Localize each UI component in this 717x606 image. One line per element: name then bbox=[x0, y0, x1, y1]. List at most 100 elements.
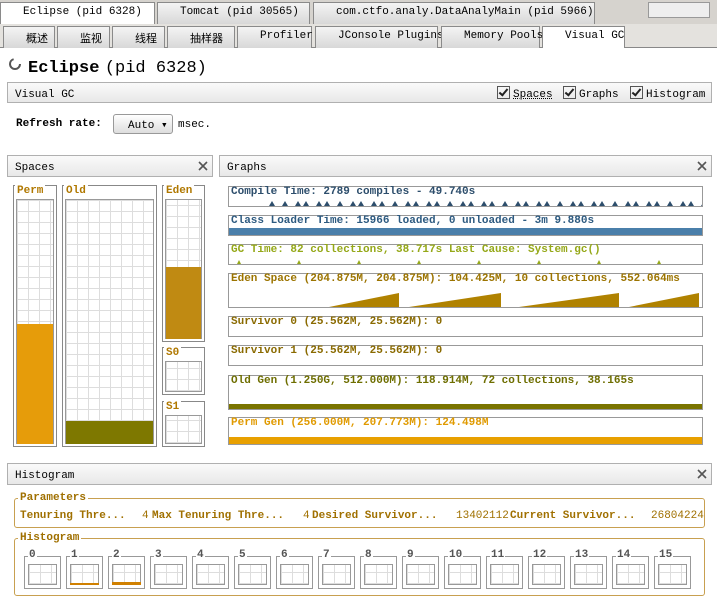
bin-grid bbox=[532, 564, 561, 585]
graph-box bbox=[228, 316, 703, 337]
view-tab[interactable]: Visual GC bbox=[542, 26, 625, 48]
spaces-header: Spaces bbox=[7, 155, 213, 177]
parameters-box bbox=[14, 498, 705, 528]
graph-label: Perm Gen (256.000M, 207.773M): 124.498M bbox=[231, 417, 489, 429]
view-tab[interactable]: Memory Pools bbox=[441, 26, 543, 48]
parameters-title: Parameters bbox=[18, 492, 89, 504]
bin-grid bbox=[658, 564, 687, 585]
bin-grid bbox=[616, 564, 645, 585]
refresh-label: Refresh rate: bbox=[16, 118, 102, 130]
option-checkbox[interactable]: Histogram bbox=[630, 86, 705, 101]
bin-label: 7 bbox=[322, 549, 331, 561]
refresh-dropdown[interactable]: Auto ▾ bbox=[113, 114, 173, 134]
bin-box bbox=[402, 556, 439, 589]
graphs-header: Graphs bbox=[219, 155, 712, 177]
space-grid bbox=[65, 199, 154, 444]
bin-box bbox=[192, 556, 229, 589]
space-label: Old bbox=[64, 185, 88, 197]
bin-box bbox=[234, 556, 271, 589]
window-tab[interactable]: com.ctfo.analy.DataAnalyMain (pid 5966) bbox=[313, 2, 595, 24]
bin-grid bbox=[28, 564, 57, 585]
option-checkbox[interactable]: Spaces bbox=[497, 86, 553, 101]
bin-label: 14 bbox=[616, 549, 632, 561]
space-label: Perm bbox=[15, 185, 46, 197]
parameter-name: Max Tenuring Thre... bbox=[152, 510, 285, 522]
space-box bbox=[62, 185, 157, 447]
bin-label: 10 bbox=[448, 549, 464, 561]
bin-box bbox=[24, 556, 61, 589]
bin-label: 0 bbox=[28, 549, 37, 561]
option-checkbox[interactable]: Graphs bbox=[563, 86, 619, 101]
close-spaces[interactable] bbox=[198, 161, 208, 171]
graph-box bbox=[228, 215, 703, 236]
bin-grid bbox=[574, 564, 603, 585]
view-tab[interactable]: 概述 bbox=[3, 26, 55, 48]
view-tab[interactable]: Profiler bbox=[237, 26, 313, 48]
bin-label: 9 bbox=[406, 549, 415, 561]
bin-box bbox=[360, 556, 397, 589]
graph-label: Old Gen (1.250G, 512.000M): 118.914M, 72… bbox=[231, 375, 634, 387]
bin-label: 6 bbox=[280, 549, 289, 561]
graph-label: Class Loader Time: 15966 loaded, 0 unloa… bbox=[231, 215, 595, 227]
visual-gc-bar: Visual GC bbox=[7, 82, 712, 103]
space-grid bbox=[165, 415, 202, 444]
close-graphs[interactable] bbox=[697, 161, 707, 171]
view-tab[interactable]: JConsole Plugins bbox=[315, 26, 444, 48]
close-histogram[interactable] bbox=[697, 469, 707, 479]
bin-grid bbox=[322, 564, 351, 585]
view-tab[interactable]: 线程 bbox=[112, 26, 165, 48]
bin-label: 12 bbox=[532, 549, 548, 561]
histogram-title: Histogram bbox=[15, 470, 75, 482]
bin-label: 1 bbox=[70, 549, 79, 561]
graph-label: Compile Time: 2789 compiles - 49.740s bbox=[231, 186, 476, 198]
refresh-unit: msec. bbox=[178, 119, 212, 131]
graph-box bbox=[228, 417, 703, 445]
view-tab[interactable]: 监视 bbox=[57, 26, 110, 48]
bin-grid bbox=[406, 564, 435, 585]
space-box bbox=[162, 347, 205, 395]
window-tab[interactable]: Tomcat (pid 30565) bbox=[157, 2, 310, 24]
bin-box bbox=[276, 556, 313, 589]
graph-box bbox=[228, 273, 703, 308]
bin-fill bbox=[70, 583, 99, 585]
graph-box bbox=[228, 375, 703, 410]
space-label: Eden bbox=[164, 185, 195, 197]
graph-label: Survivor 1 (25.562M, 25.562M): 0 bbox=[231, 345, 443, 357]
parameter-value: 26804224 bbox=[651, 510, 704, 522]
option-label: Spaces bbox=[513, 89, 553, 101]
header-pid: (pid 6328) bbox=[104, 59, 207, 78]
bin-box bbox=[150, 556, 187, 589]
parameter-name: Desired Survivor... bbox=[312, 510, 438, 522]
bin-grid bbox=[70, 564, 99, 585]
histogram-header: Histogram bbox=[7, 463, 712, 485]
graph-label: Eden Space (204.875M, 204.875M): 104.425… bbox=[231, 273, 680, 285]
graph-label: GC Time: 82 collections, 38.717s Last Ca… bbox=[231, 244, 601, 256]
space-fill bbox=[66, 421, 153, 444]
spinner-icon bbox=[9, 58, 21, 70]
bin-label: 2 bbox=[112, 549, 121, 561]
bin-label: 13 bbox=[574, 549, 590, 561]
graph-label: Survivor 0 (25.562M, 25.562M): 0 bbox=[231, 316, 443, 328]
parameter-value: 13402112 bbox=[456, 510, 509, 522]
bin-box bbox=[108, 556, 145, 589]
window-tab[interactable]: Eclipse (pid 6328) bbox=[0, 2, 155, 24]
histogram-box bbox=[14, 538, 705, 596]
bin-box bbox=[318, 556, 355, 589]
space-label: S1 bbox=[164, 401, 182, 413]
bin-grid bbox=[490, 564, 519, 585]
tab-controls[interactable] bbox=[648, 2, 710, 18]
parameter-name: Tenuring Thre... bbox=[20, 510, 126, 522]
histogram-sub-title: Histogram bbox=[18, 532, 82, 544]
bin-label: 15 bbox=[658, 549, 674, 561]
option-label: Graphs bbox=[579, 89, 619, 101]
bin-grid bbox=[280, 564, 309, 585]
bin-box bbox=[66, 556, 103, 589]
space-grid bbox=[165, 361, 202, 392]
space-box bbox=[162, 401, 205, 447]
graph-box bbox=[228, 345, 703, 366]
header-title: Eclipse bbox=[28, 59, 100, 78]
graphs-title: Graphs bbox=[227, 162, 267, 174]
view-tab[interactable]: 抽样器 bbox=[167, 26, 235, 48]
bin-grid bbox=[448, 564, 477, 585]
